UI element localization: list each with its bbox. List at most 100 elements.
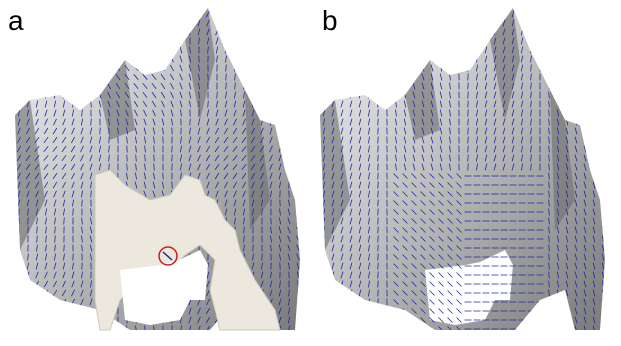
vector — [91, 47, 92, 54]
vector — [261, 110, 262, 117]
vector — [549, 74, 550, 81]
vector — [9, 164, 12, 170]
vector — [270, 11, 273, 17]
vector — [602, 65, 603, 72]
vector — [9, 119, 10, 126]
vector — [315, 173, 316, 180]
vector — [44, 11, 48, 17]
vector — [485, 20, 487, 27]
vector — [584, 83, 586, 90]
vector — [288, 56, 290, 63]
vector — [602, 74, 603, 81]
vector — [404, 83, 406, 90]
vector — [90, 20, 92, 27]
vector — [53, 326, 57, 332]
vector — [35, 29, 38, 35]
vector — [198, 11, 201, 17]
vector — [575, 65, 577, 72]
vector — [315, 308, 316, 315]
vector — [566, 20, 568, 27]
vector — [9, 137, 11, 144]
vector — [298, 308, 299, 315]
vector — [181, 38, 182, 45]
vector — [593, 128, 595, 135]
vector — [413, 38, 415, 45]
vector — [593, 119, 595, 126]
vector — [288, 137, 289, 144]
vector — [404, 2, 406, 9]
vector — [233, 29, 236, 35]
vector — [297, 38, 298, 45]
vector — [350, 38, 352, 45]
vector — [54, 47, 56, 54]
vector — [10, 92, 11, 99]
vector — [350, 299, 352, 306]
vector — [171, 38, 173, 45]
vector — [602, 47, 603, 54]
vector — [71, 11, 74, 17]
vector — [90, 2, 92, 9]
vector — [395, 56, 396, 63]
vector — [422, 47, 424, 54]
vector — [9, 155, 12, 161]
vector — [368, 29, 369, 36]
vector — [206, 2, 210, 8]
vector — [341, 20, 343, 27]
vector — [215, 326, 219, 332]
vector — [82, 200, 83, 207]
vector — [242, 20, 246, 26]
panel-label: b — [322, 5, 338, 36]
vector — [350, 83, 352, 90]
vector — [172, 2, 173, 9]
vector — [279, 20, 281, 27]
vector — [531, 2, 532, 9]
vector — [143, 56, 147, 62]
vector — [9, 227, 10, 234]
vector — [413, 47, 415, 54]
vector — [289, 38, 290, 45]
vector — [81, 29, 83, 36]
vector — [253, 92, 254, 99]
vector — [549, 56, 550, 63]
vector — [557, 326, 558, 333]
vector — [315, 29, 316, 36]
vector — [422, 38, 424, 45]
vector — [198, 2, 201, 8]
vector — [235, 65, 236, 72]
vector — [350, 20, 352, 27]
vector — [126, 38, 129, 45]
vector — [35, 2, 39, 7]
vector — [271, 92, 272, 99]
vector — [172, 146, 173, 153]
vector — [162, 38, 164, 45]
vector — [315, 137, 316, 144]
vector — [315, 83, 316, 90]
vector — [476, 38, 477, 45]
vector — [602, 200, 603, 207]
vector — [593, 146, 595, 153]
vector — [602, 128, 603, 135]
vector — [332, 56, 334, 63]
vector — [44, 290, 48, 296]
vector — [602, 38, 603, 45]
vector — [315, 20, 316, 27]
vector — [189, 2, 191, 9]
vector — [288, 92, 290, 99]
vector — [323, 308, 324, 315]
vector — [315, 272, 316, 279]
vector — [262, 101, 263, 108]
vector — [215, 2, 219, 8]
vector — [584, 11, 586, 18]
vector — [233, 20, 237, 26]
vector — [602, 308, 603, 315]
vector — [27, 38, 29, 45]
panel-label: a — [8, 5, 24, 36]
vector — [90, 56, 91, 63]
vector — [90, 83, 92, 90]
vector — [279, 11, 281, 18]
vector — [602, 173, 603, 180]
vector — [17, 326, 20, 332]
vector — [531, 20, 532, 27]
vector — [315, 146, 316, 153]
vector — [107, 65, 110, 71]
